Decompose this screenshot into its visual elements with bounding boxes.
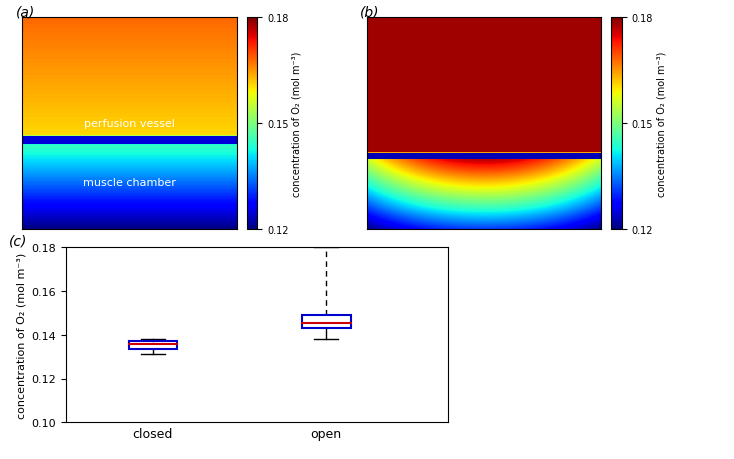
Y-axis label: concentration of O₂ (mol m⁻³): concentration of O₂ (mol m⁻³) — [16, 252, 26, 418]
Text: perfusion vessel: perfusion vessel — [84, 119, 175, 129]
Y-axis label: concentration of O₂ (mol m⁻³): concentration of O₂ (mol m⁻³) — [656, 51, 666, 196]
Text: (c): (c) — [9, 234, 27, 248]
Text: (b): (b) — [360, 6, 379, 20]
Bar — [128, 341, 177, 349]
Text: muscle chamber: muscle chamber — [83, 178, 175, 188]
Text: (a): (a) — [15, 6, 34, 20]
Y-axis label: concentration of O₂ (mol m⁻³): concentration of O₂ (mol m⁻³) — [291, 51, 301, 196]
Bar — [302, 315, 351, 329]
